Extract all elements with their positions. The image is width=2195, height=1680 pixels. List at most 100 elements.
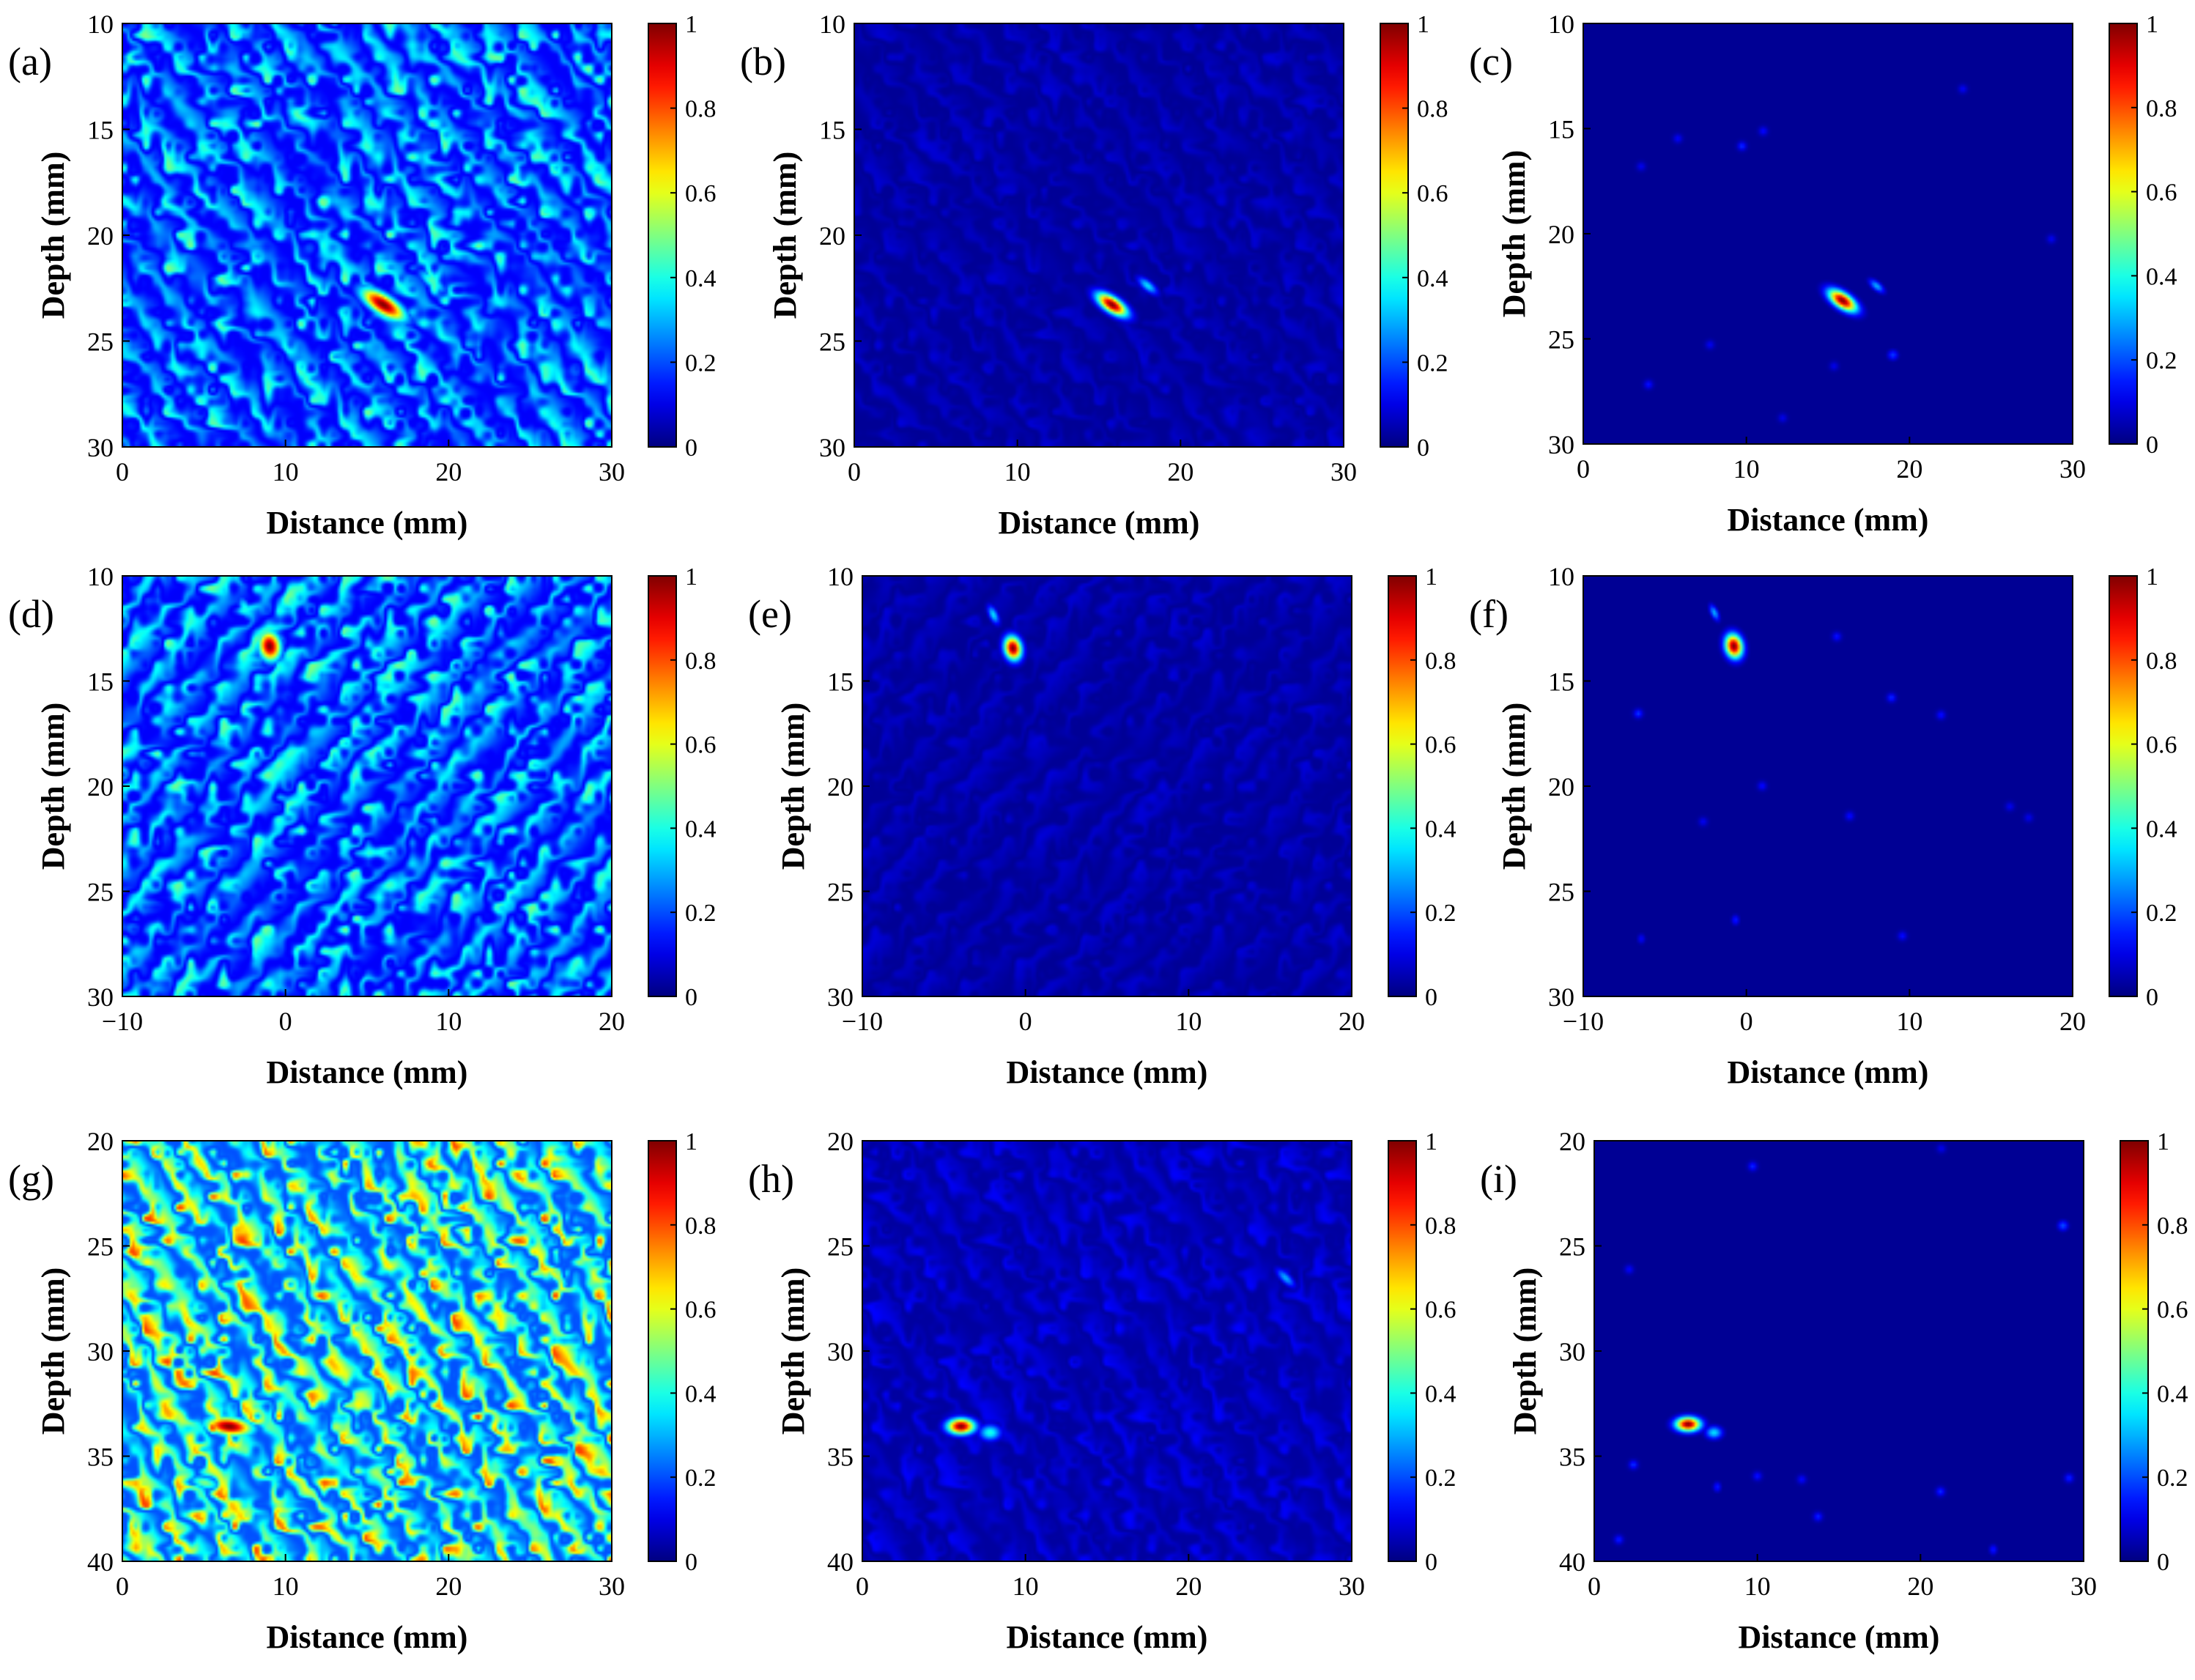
- x-tick-label: 0: [116, 1572, 129, 1601]
- x-tick-label: 0: [1577, 454, 1590, 484]
- x-tick-label: 30: [1330, 457, 1357, 486]
- y-tick-label: 15: [1548, 667, 1574, 697]
- x-tick-label: 10: [435, 1007, 462, 1036]
- x-tick-label: 20: [435, 1572, 462, 1601]
- x-tick-label: 30: [599, 1572, 625, 1601]
- panel-label: (f): [1469, 592, 1509, 636]
- colorbar-tick-label: 0.8: [1417, 96, 1448, 123]
- colorbar-tick-label: 0.2: [2146, 347, 2177, 374]
- colorbar-tick-label: 1: [685, 1128, 697, 1155]
- colorbar-tick-label: 0.2: [685, 900, 717, 927]
- x-tick-label: 10: [1004, 457, 1031, 486]
- colorbar-tick-label: 0.6: [2146, 732, 2177, 759]
- x-axis-label: Distance (mm): [999, 505, 1200, 541]
- x-axis-label: Distance (mm): [267, 1054, 468, 1090]
- y-tick-label: 35: [1559, 1443, 1585, 1472]
- y-tick-label: 30: [87, 1337, 114, 1366]
- colorbar: [2109, 575, 2138, 997]
- colorbar-tick-label: 0.2: [685, 349, 717, 377]
- y-axis-label: Depth (mm): [775, 1268, 811, 1435]
- x-tick-label: 30: [599, 457, 625, 486]
- panel-label: (i): [1480, 1157, 1517, 1201]
- x-tick-label: −10: [1563, 1007, 1604, 1036]
- y-tick-label: 15: [87, 667, 114, 697]
- x-tick-label: 20: [435, 457, 462, 486]
- x-tick-label: 0: [1740, 1007, 1753, 1036]
- x-tick-label: 10: [1896, 1007, 1922, 1036]
- colorbar-tick-label: 0.8: [1425, 648, 1456, 675]
- colorbar-tick-label: 0.8: [685, 1213, 717, 1240]
- colorbar-tick-label: 0.4: [1417, 265, 1448, 292]
- y-tick-label: 25: [1548, 325, 1574, 355]
- colorbar: [648, 1140, 677, 1562]
- panel-label: (g): [8, 1157, 54, 1201]
- x-tick-label: 30: [2059, 454, 2086, 484]
- colorbar-tick-label: 0.8: [685, 96, 717, 123]
- colorbar-tick-label: 0.4: [685, 815, 717, 843]
- x-tick-label: 20: [1339, 1007, 1365, 1036]
- colorbar-tick-label: 0: [1425, 984, 1437, 1011]
- colorbar-tick-label: 0.8: [2146, 648, 2177, 675]
- x-tick-label: 20: [599, 1007, 625, 1036]
- colorbar-tick-label: 0.8: [685, 648, 717, 675]
- colorbar: [1380, 23, 1409, 448]
- y-axis-label: Depth (mm): [767, 152, 803, 319]
- colorbar-tick-label: 0: [2146, 984, 2158, 1011]
- y-tick-label: 20: [1559, 1127, 1585, 1156]
- colorbar-tick-label: 0.6: [1425, 732, 1456, 759]
- colorbar-tick-label: 0.4: [685, 265, 717, 292]
- y-tick-label: 30: [827, 983, 854, 1012]
- heatmap-image: [1594, 1141, 2084, 1561]
- y-axis-label: Depth (mm): [1496, 150, 1532, 318]
- x-tick-label: 20: [1175, 1572, 1202, 1601]
- y-tick-label: 10: [827, 562, 854, 591]
- y-tick-label: 25: [87, 328, 114, 357]
- colorbar-tick-label: 0.4: [2146, 815, 2177, 843]
- x-tick-label: 10: [1013, 1572, 1039, 1601]
- colorbar: [2109, 23, 2138, 445]
- y-tick-label: 40: [827, 1547, 854, 1577]
- colorbar-tick-label: 1: [1425, 563, 1437, 591]
- x-axis-label: Distance (mm): [1728, 502, 1929, 538]
- panel-label: (c): [1469, 40, 1513, 84]
- y-tick-label: 30: [87, 983, 114, 1012]
- x-tick-label: 20: [1907, 1572, 1933, 1601]
- colorbar-tick-label: 0.2: [685, 1465, 717, 1492]
- colorbar: [648, 23, 677, 448]
- heatmap-image: [122, 23, 612, 447]
- y-tick-label: 20: [87, 772, 114, 802]
- y-tick-label: 10: [819, 10, 845, 39]
- y-tick-label: 20: [827, 772, 854, 802]
- y-tick-label: 40: [1559, 1547, 1585, 1577]
- x-tick-label: 20: [1167, 457, 1193, 486]
- y-tick-label: 20: [819, 221, 845, 251]
- colorbar-tick-label: 1: [2157, 1128, 2169, 1155]
- colorbar-tick-label: 1: [1425, 1128, 1437, 1155]
- colorbar-tick-label: 1: [2146, 563, 2158, 591]
- y-tick-label: 15: [87, 116, 114, 145]
- x-tick-label: 10: [1744, 1572, 1771, 1601]
- y-tick-label: 25: [1548, 878, 1574, 907]
- y-tick-label: 30: [1548, 983, 1574, 1012]
- y-tick-label: 25: [827, 878, 854, 907]
- x-tick-label: 0: [116, 457, 129, 486]
- colorbar: [1388, 1140, 1417, 1562]
- y-tick-label: 20: [87, 1127, 114, 1156]
- heatmap-image: [1583, 576, 2073, 996]
- x-tick-label: 20: [1896, 454, 1922, 484]
- y-tick-label: 40: [87, 1547, 114, 1577]
- colorbar-tick-label: 0: [1425, 1549, 1437, 1576]
- y-tick-label: 35: [87, 1443, 114, 1472]
- x-axis-label: Distance (mm): [1007, 1054, 1208, 1090]
- y-tick-label: 20: [87, 221, 114, 251]
- y-tick-label: 15: [827, 667, 854, 697]
- colorbar-tick-label: 0.2: [1425, 900, 1456, 927]
- colorbar-tick-label: 1: [685, 11, 697, 38]
- y-tick-label: 30: [1548, 430, 1574, 459]
- y-tick-label: 30: [819, 433, 845, 462]
- y-tick-label: 15: [819, 116, 845, 145]
- y-tick-label: 10: [1548, 10, 1574, 39]
- y-axis-label: Depth (mm): [35, 703, 71, 870]
